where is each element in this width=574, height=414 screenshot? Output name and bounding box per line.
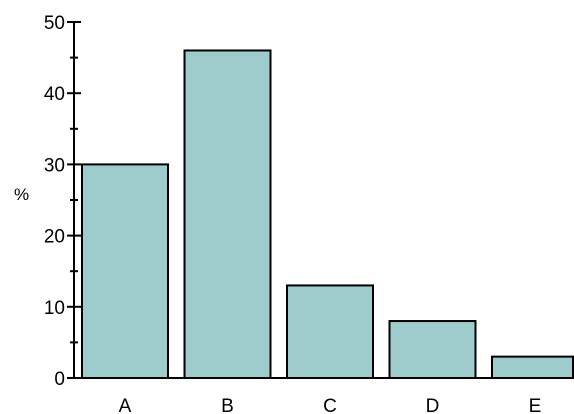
bar-a <box>81 163 169 379</box>
y-tick-label: 10 <box>44 298 65 319</box>
y-axis-label: % <box>14 185 29 204</box>
bar-e <box>491 355 574 380</box>
bar-d <box>388 320 477 380</box>
x-axis-labels: A B C D E <box>119 396 542 414</box>
bar-c <box>286 284 374 379</box>
x-tick-label-b: B <box>221 396 234 414</box>
y-tick-label: 40 <box>44 84 65 105</box>
y-tick-label: 30 <box>44 155 65 176</box>
bars <box>81 49 574 380</box>
x-tick-label-a: A <box>119 396 132 414</box>
x-tick-label-c: C <box>323 396 337 414</box>
bar-b <box>183 49 272 379</box>
y-tick-label: 0 <box>54 369 65 390</box>
y-axis-ticks: 0 10 20 30 40 50 <box>44 13 81 390</box>
y-tick-label: 20 <box>44 227 65 248</box>
y-tick-label: 50 <box>44 13 65 34</box>
x-tick-label-d: D <box>426 396 440 414</box>
x-tick-label-e: E <box>529 396 542 414</box>
